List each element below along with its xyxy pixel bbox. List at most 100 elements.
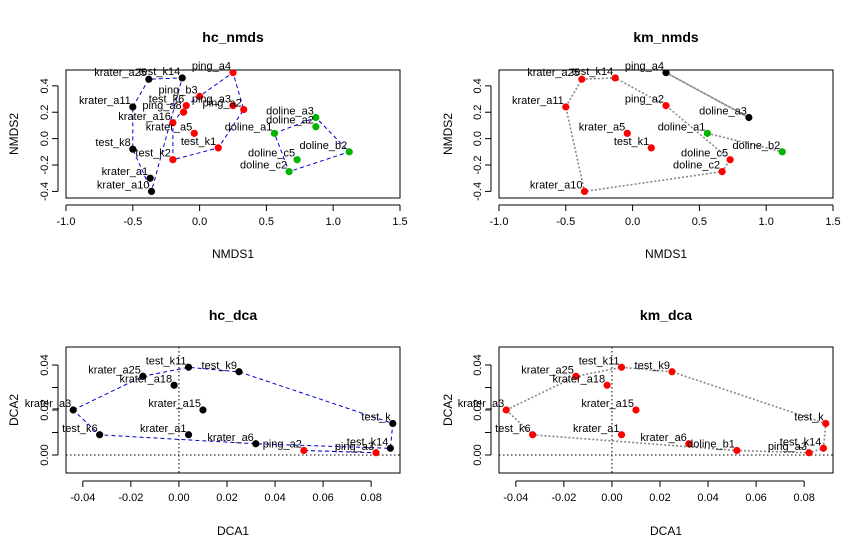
x-tick-label: 0.04 <box>264 492 285 504</box>
data-point <box>169 119 177 127</box>
data-point <box>252 440 260 448</box>
data-point <box>147 187 156 196</box>
data-point <box>312 113 320 122</box>
data-point <box>685 440 693 448</box>
data-point <box>745 113 753 122</box>
point-label: test_k1 <box>181 136 216 148</box>
data-point <box>229 70 237 77</box>
x-tick-label: -1.0 <box>490 216 509 228</box>
point-label: test_k14 <box>572 66 614 78</box>
data-point <box>170 381 178 389</box>
point-label: krater_a15 <box>148 398 201 410</box>
panel-hc-nmds: hc_nmds NMDS1 NMDS2 -1.0 -0.5 0.0 0.5 1.0 1.5 -0.… <box>7 29 408 261</box>
x-tick-label: 0.04 <box>697 492 718 504</box>
data-point <box>502 406 510 414</box>
point-label: krater_a11 <box>512 95 564 107</box>
point-label: doline_b2 <box>300 140 348 152</box>
point-label: doline_c5 <box>248 148 295 160</box>
point-label: test_k <box>361 412 391 424</box>
data-point <box>603 381 611 389</box>
point-label: test_k14 <box>347 436 389 448</box>
point-label: krater_a5 <box>579 121 625 133</box>
data-point <box>312 123 320 131</box>
data-point <box>668 368 676 376</box>
point-label: krater_a3 <box>25 398 71 410</box>
point-label: test_k1 <box>614 136 649 148</box>
plot-area <box>499 347 833 473</box>
x-tick-label: 0.08 <box>793 492 814 504</box>
y-tick-label: 0.02 <box>39 399 51 420</box>
point-label: doline_a1 <box>225 121 273 133</box>
point-label: ping_b3 <box>158 84 197 96</box>
x-tick-label: 0.5 <box>692 216 707 228</box>
x-tick-label: 0.06 <box>312 492 333 504</box>
plot-area <box>562 70 786 196</box>
x-axis-label: DCA1 <box>217 524 249 538</box>
point-label: test_k14 <box>139 66 181 78</box>
data-point <box>129 145 137 153</box>
x-tick-label: 0.0 <box>625 216 640 228</box>
plot-frame <box>65 346 401 474</box>
x-tick-label: 1.5 <box>825 216 840 228</box>
data-point <box>235 368 243 376</box>
cluster-hull <box>665 71 750 119</box>
y-tick-label: 0.0 <box>39 131 51 146</box>
panel-hc-dca: hc_dca DCA1 DCA2 -0.04 -0.02 0.00 0.02 0.04 0.06… <box>7 307 401 538</box>
point-label: krater_a25 <box>88 364 141 376</box>
data-point <box>184 431 193 439</box>
data-point <box>778 148 786 156</box>
data-point <box>647 144 655 152</box>
data-point <box>169 156 177 164</box>
plot-frame <box>498 346 834 474</box>
x-tick-label: 1.0 <box>759 216 774 228</box>
chart-title: km_nmds <box>633 29 699 45</box>
data-point <box>179 108 188 116</box>
data-point <box>662 70 670 77</box>
point-label: doline_c2 <box>240 160 287 172</box>
point-label: test_k <box>794 412 824 424</box>
x-tick-label: -0.02 <box>118 492 143 504</box>
point-label: krater_a16 <box>118 111 171 123</box>
data-point <box>285 168 293 176</box>
point-label: test_k6 <box>495 423 530 435</box>
y-tick-label: -0.2 <box>472 156 484 175</box>
x-tick-label: 0.5 <box>259 216 274 228</box>
data-point <box>623 129 631 137</box>
data-point <box>139 372 147 380</box>
y-tick-label: 0.4 <box>472 78 484 93</box>
point-label: doline_a1 <box>658 121 706 133</box>
point-label: krater_a1 <box>573 423 619 435</box>
point-label: krater_a3 <box>458 398 504 410</box>
point-label: krater_a25 <box>94 67 147 79</box>
data-point <box>146 174 154 182</box>
point-label: doline_b1 <box>687 439 735 451</box>
x-tick-label: -0.5 <box>123 216 142 228</box>
x-tick-label: 0.06 <box>745 492 766 504</box>
data-point <box>69 406 77 414</box>
y-tick-label: 0.02 <box>472 399 484 420</box>
x-tick-label: -1.0 <box>57 216 76 228</box>
chart-title: hc_nmds <box>202 29 264 45</box>
data-point <box>386 444 394 452</box>
data-point <box>184 363 193 371</box>
y-tick-label: 0.0 <box>472 131 484 146</box>
data-point <box>572 372 580 380</box>
data-point <box>229 102 237 110</box>
y-tick-label: 0.00 <box>39 444 51 465</box>
data-point <box>196 92 204 100</box>
data-point <box>718 168 726 176</box>
point-label: ping_a3 <box>192 94 231 106</box>
data-point <box>617 363 626 371</box>
data-point <box>214 144 222 152</box>
data-point <box>199 406 207 414</box>
point-label: krater_a18 <box>553 373 606 385</box>
x-tick-label: 0.0 <box>192 216 207 228</box>
data-point <box>389 419 397 428</box>
point-label: krater_a1 <box>140 423 186 435</box>
point-label: ping_a4 <box>625 61 664 73</box>
data-point <box>345 148 353 156</box>
y-axis-label: DCA2 <box>7 394 21 426</box>
plot-area <box>66 347 400 473</box>
data-point <box>372 449 380 457</box>
point-label: ping_a3 <box>335 441 374 453</box>
